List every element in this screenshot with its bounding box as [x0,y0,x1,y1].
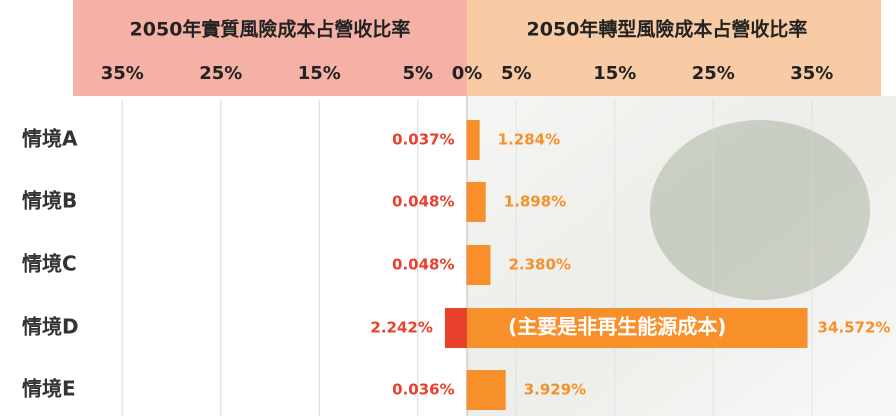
right-value-label: 1.284% [498,131,560,149]
left-value-label: 0.048% [392,256,454,274]
category-label: 情境D [22,315,79,339]
right-bar [467,182,486,222]
x-tick-label: 5% [402,63,433,84]
right-bar [467,120,480,160]
left-value-label: 0.036% [392,381,454,399]
left-header-title: 2050年實質風險成本占營收比率 [130,18,411,41]
category-label: 情境A [22,127,78,151]
right-value-label: 1.898% [504,193,566,211]
left-value-label: 0.048% [392,193,454,211]
x-tick-label: 35% [790,63,833,84]
x-tick-label: 25% [692,63,735,84]
left-bar [444,308,467,348]
category-label: 情境E [22,377,76,401]
x-tick-label: 0% [452,63,483,84]
x-tick-label: 15% [298,63,341,84]
left-header [73,0,467,96]
left-value-label: 0.037% [392,131,454,149]
right-value-label: 2.380% [508,256,570,274]
x-tick-label: 5% [501,63,532,84]
right-bar [467,308,808,348]
x-tick-label: 25% [199,63,242,84]
right-bar [467,370,506,410]
photo-background [467,96,896,416]
x-tick-label: 15% [593,63,636,84]
category-label: 情境C [22,252,77,276]
annotation: (主要是非再生能源成本) [508,315,726,339]
right-value-label: 3.929% [524,381,586,399]
left-value-label: 2.242% [370,319,432,337]
right-header-title: 2050年轉型風險成本占營收比率 [527,18,808,41]
right-header [467,0,881,96]
right-value-label: 34.572% [818,319,891,337]
right-bar [467,245,491,285]
category-label: 情境B [22,189,77,213]
photo-detail [650,120,870,300]
x-tick-label: 35% [101,63,144,84]
